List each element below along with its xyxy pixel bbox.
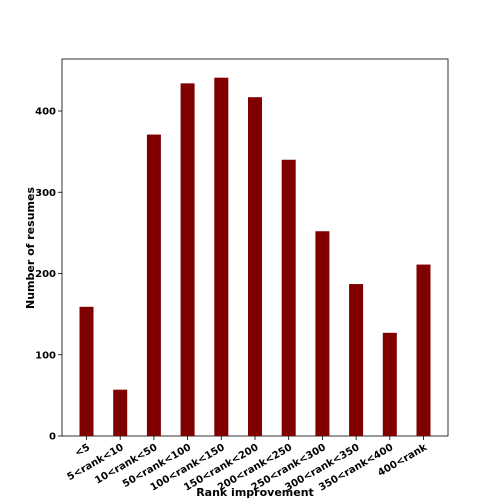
bar-6 <box>281 159 296 436</box>
y-tick-label-0: 0 <box>49 432 56 443</box>
y-tick-label-2: 200 <box>35 269 56 280</box>
bar-1 <box>113 389 128 436</box>
y-axis-ticks: 0 100 200 300 400 <box>35 107 62 443</box>
bar-4 <box>214 77 229 436</box>
bar-3 <box>180 83 195 436</box>
bar-2 <box>146 134 161 436</box>
x-tick-label-0: <5 <box>73 442 92 459</box>
x-axis-ticks: <55<rank<1010<rank<5050<rank<100100<rank… <box>66 436 429 494</box>
y-tick-label-3: 300 <box>35 188 56 199</box>
y-axis-label: Number of resumes <box>24 187 37 309</box>
bar-7 <box>315 231 330 436</box>
bar-8 <box>349 284 364 436</box>
bar-0 <box>79 306 94 436</box>
bar-10 <box>416 264 431 436</box>
y-tick-label-4: 400 <box>35 107 56 118</box>
y-tick-label-1: 100 <box>35 350 56 361</box>
bar-5 <box>248 97 262 436</box>
bars-group <box>79 77 431 436</box>
x-axis-label: Rank improvement <box>196 486 314 498</box>
bar-9 <box>382 332 397 436</box>
